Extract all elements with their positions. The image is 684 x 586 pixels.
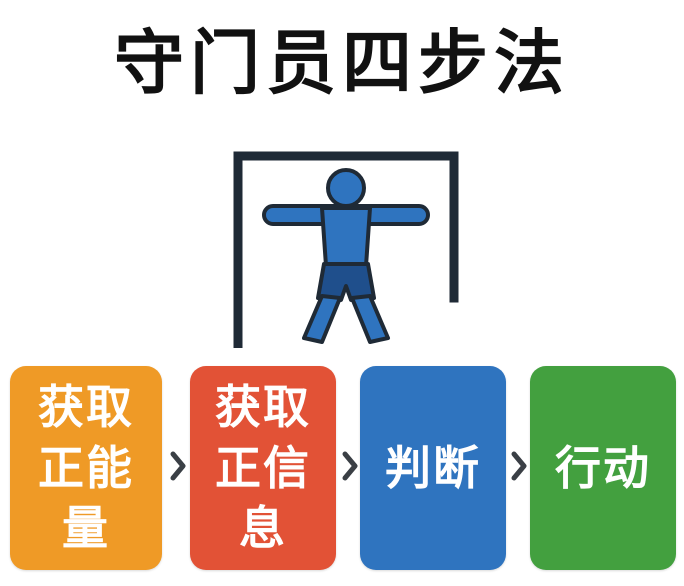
step-label-line: 判断 [385, 440, 481, 495]
goalkeeper-left-leg [302, 294, 342, 344]
step-label-line: 获取 [38, 379, 134, 434]
step-label-line: 获取 [215, 379, 311, 434]
step-box-3: 判断 [360, 366, 506, 570]
step-label-line: 息 [239, 501, 287, 556]
step-label: 获取 正能量 [38, 377, 134, 559]
step-box-1: 获取 正能量 [10, 366, 162, 570]
chevron-right-icon [511, 451, 527, 481]
diagram-title: 守门员四步法 [114, 22, 570, 104]
step-box-2: 获取 正信息 [190, 366, 336, 570]
goalkeeper-head [326, 168, 366, 208]
step-label: 获取 正信息 [215, 377, 311, 559]
step-label-line: 正能 [38, 440, 134, 495]
step-label-line: 正信 [215, 440, 311, 495]
goalkeeper-right-leg [350, 294, 390, 344]
step-box-4: 行动 [530, 366, 676, 570]
goalkeeper-torso [320, 206, 372, 268]
step-label-line: 量 [62, 501, 110, 556]
step-label-line: 行动 [555, 440, 651, 495]
step-label: 判断 [385, 438, 481, 499]
goal-frame [233, 151, 459, 348]
chevron-right-icon [170, 451, 186, 481]
step-label: 行动 [555, 438, 651, 499]
goalkeeper-icon [233, 151, 459, 348]
chevron-right-icon [342, 451, 358, 481]
